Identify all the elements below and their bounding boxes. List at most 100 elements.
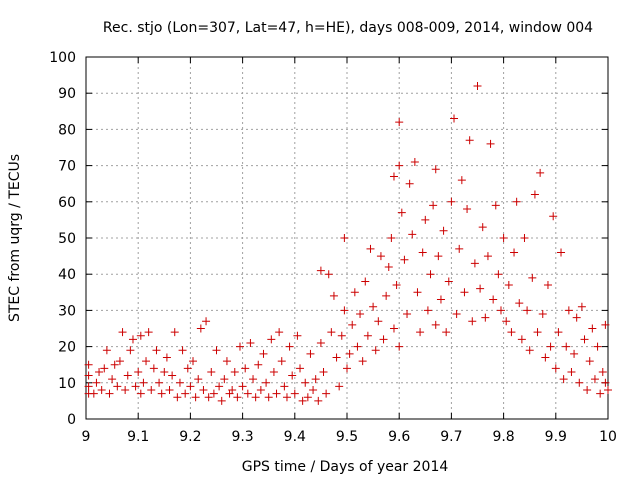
data-point [418,248,427,257]
data-point [598,367,607,376]
data-point [421,215,430,224]
data-point [502,317,511,326]
data-point [389,172,398,181]
data-point [202,317,211,326]
data-point [217,396,226,405]
data-point [447,197,456,206]
y-tick-label: 30 [58,303,76,319]
data-point [343,364,351,373]
y-tick-label: 60 [58,195,76,211]
data-point [282,393,291,402]
data-point [194,375,203,384]
data-point [189,357,198,366]
data-point [408,230,417,239]
data-point [243,389,252,398]
data-point [515,299,524,308]
data-point [489,295,498,304]
data-point [374,317,383,326]
data-point [596,389,605,398]
data-point [549,212,558,221]
data-point [168,371,177,380]
data-point [577,302,586,311]
data-point [173,393,182,402]
data-point [431,320,440,329]
data-point [170,328,179,337]
data-point [220,375,229,384]
data-point [155,378,164,387]
data-point [499,234,508,242]
data-point [285,342,294,351]
data-point [546,342,555,351]
data-point [314,396,323,405]
data-point [256,386,265,395]
data-point [92,378,101,387]
x-tick-label: 9.1 [127,429,149,445]
data-point [327,328,336,337]
y-axis-label: STEC from uqrg / TECUs [7,154,23,322]
data-point [254,360,263,369]
data-point [348,320,357,329]
data-point [559,375,568,384]
data-point [165,386,174,395]
data-point [238,382,247,391]
data-point [134,367,143,376]
x-tick-label: 9.9 [545,429,567,445]
data-point [222,357,231,366]
data-point [324,270,333,279]
data-point [207,367,216,376]
data-point [384,262,393,271]
data-point [288,371,297,380]
data-point [536,168,545,177]
data-point [564,306,573,315]
y-tick-label: 50 [58,231,76,247]
data-point [97,386,106,395]
data-point [395,118,404,127]
data-point [366,244,375,253]
data-point [403,310,412,319]
data-point [301,378,310,387]
data-point [572,313,581,322]
y-tick-label: 80 [58,122,76,138]
y-tick-label: 100 [49,50,76,66]
data-point [371,346,380,355]
data-point [269,367,278,376]
data-point [293,331,302,340]
data-point [84,382,93,391]
data-point [259,349,268,358]
data-point [136,331,145,340]
data-point [429,201,438,210]
data-point [178,346,187,355]
data-point [478,223,487,232]
y-tick-label: 10 [58,376,76,392]
data-point [452,310,461,319]
data-point [84,371,93,380]
data-point [306,349,315,358]
data-point [149,364,158,373]
data-point [583,386,592,395]
data-point [241,364,250,373]
data-point [303,393,312,402]
data-point [311,375,320,384]
data-point [340,234,349,242]
data-point [543,281,552,290]
data-point [405,179,414,188]
data-point [426,270,435,279]
data-point [434,252,443,261]
x-tick-label: 9.7 [440,429,462,445]
data-point [538,310,547,319]
data-point [100,364,109,373]
y-tick-label: 20 [58,340,76,356]
data-point [382,291,391,300]
data-point [557,248,566,257]
data-point [345,349,354,358]
data-point [350,288,359,297]
data-point [470,259,479,268]
data-point [280,382,289,391]
data-point [108,375,117,384]
data-point [183,364,192,373]
data-point [209,389,218,398]
data-point [520,234,529,242]
x-tick-label: 9.6 [388,429,410,445]
data-point [115,357,124,366]
